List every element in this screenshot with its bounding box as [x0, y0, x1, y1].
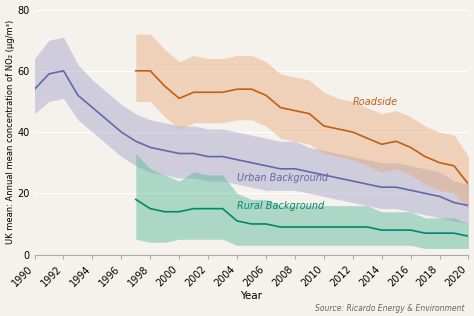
Text: Source: Ricardo Energy & Environment: Source: Ricardo Energy & Environment: [315, 304, 465, 313]
X-axis label: Year: Year: [240, 291, 263, 301]
Y-axis label: UK mean: Annual mean concentration of NO₂ (μg/m³): UK mean: Annual mean concentration of NO…: [6, 20, 15, 244]
Text: Urban Background: Urban Background: [237, 173, 328, 183]
Text: Roadside: Roadside: [353, 96, 398, 106]
Text: Rural Background: Rural Background: [237, 201, 324, 211]
